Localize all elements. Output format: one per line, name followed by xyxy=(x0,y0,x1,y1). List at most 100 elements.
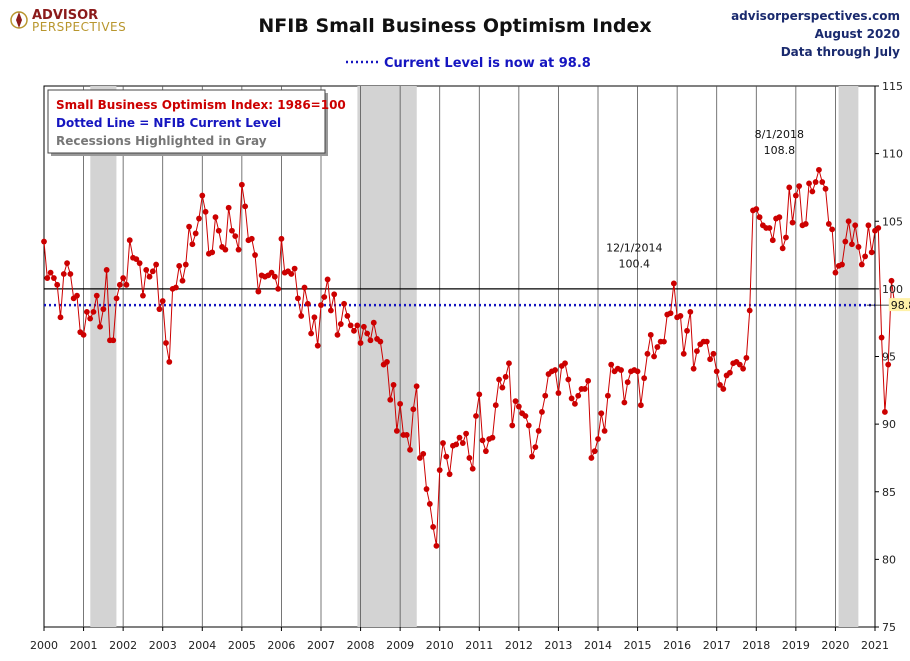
x-tick-label-2013: 2013 xyxy=(544,639,572,652)
data-point-183 xyxy=(644,350,651,357)
data-point-116 xyxy=(423,486,430,492)
data-point-55 xyxy=(222,246,229,253)
data-point-7 xyxy=(64,260,70,267)
x-tick-label-2007: 2007 xyxy=(307,639,335,652)
data-point-90 xyxy=(337,321,344,327)
data-point-4 xyxy=(54,281,61,288)
x-tick-label-2017: 2017 xyxy=(703,639,731,652)
data-point-97 xyxy=(360,323,367,330)
data-point-257 xyxy=(888,277,895,284)
data-point-242 xyxy=(839,261,845,268)
data-point-188 xyxy=(661,338,667,345)
data-point-12 xyxy=(80,331,87,338)
data-point-201 xyxy=(703,338,710,345)
data-point-57 xyxy=(229,227,235,234)
x-axis-ticks: 2000 2001 2002 2003 2004 2005 2006 2007 2008 2009… xyxy=(30,627,889,652)
x-tick-label-2018: 2018 xyxy=(742,639,770,652)
logo-line1: ADVISOR xyxy=(32,8,98,23)
data-point-82 xyxy=(311,314,318,321)
data-point-254 xyxy=(878,334,885,341)
data-point-221 xyxy=(769,237,776,244)
data-point-47 xyxy=(196,215,202,222)
data-point-100 xyxy=(370,319,377,326)
data-point-107 xyxy=(393,427,400,434)
data-point-72 xyxy=(278,235,285,242)
x-tick-label-2003: 2003 xyxy=(149,639,177,652)
data-point-102 xyxy=(377,338,384,345)
data-point-8 xyxy=(67,271,74,277)
legend-line1: Small Business Optimism Index: 1986=100 xyxy=(56,98,346,112)
data-point-158 xyxy=(562,360,568,367)
data-point-120 xyxy=(436,467,443,474)
data-point-181 xyxy=(637,402,644,409)
data-point-226 xyxy=(786,184,793,191)
data-point-13 xyxy=(83,308,90,315)
data-point-114 xyxy=(417,455,423,461)
data-point-190 xyxy=(667,310,674,317)
data-point-172 xyxy=(608,361,615,368)
x-tick-label-2006: 2006 xyxy=(267,639,295,652)
data-point-84 xyxy=(318,302,324,309)
data-point-246 xyxy=(852,222,859,229)
data-point-0 xyxy=(41,238,47,245)
data-point-162 xyxy=(575,392,582,399)
data-point-92 xyxy=(344,313,351,319)
recession-band-0 xyxy=(90,86,117,627)
data-point-150 xyxy=(535,427,542,434)
logo: ADVISOR PERSPECTIVES xyxy=(10,8,126,34)
x-tick-label-2016: 2016 xyxy=(663,639,691,652)
data-point-6 xyxy=(60,271,67,277)
data-point-132 xyxy=(476,391,483,398)
y-tick-label-75: 75 xyxy=(882,621,896,634)
data-point-128 xyxy=(463,430,469,437)
data-point-113 xyxy=(413,383,420,390)
current-level-label: 98.8 xyxy=(891,299,910,312)
data-point-249 xyxy=(862,253,869,260)
x-tick-label-2008: 2008 xyxy=(347,639,375,652)
data-point-198 xyxy=(694,348,700,354)
data-point-168 xyxy=(595,436,601,442)
data-point-99 xyxy=(367,337,374,344)
x-tick-label-2000: 2000 xyxy=(30,639,58,652)
data-point-37 xyxy=(163,340,169,346)
data-point-247 xyxy=(855,244,862,250)
data-point-1 xyxy=(44,275,51,281)
vertical-gridlines xyxy=(83,86,836,627)
data-point-51 xyxy=(209,249,216,256)
data-point-171 xyxy=(604,392,611,399)
data-point-142 xyxy=(509,422,516,429)
data-point-233 xyxy=(809,188,816,195)
annotation-value-1: 108.8 xyxy=(764,144,796,157)
data-point-24 xyxy=(120,275,127,281)
data-point-86 xyxy=(324,276,331,283)
data-point-148 xyxy=(529,453,535,460)
data-point-41 xyxy=(176,262,183,269)
data-point-255 xyxy=(881,409,888,415)
y-tick-label-115: 115 xyxy=(882,80,903,93)
recession-band-2 xyxy=(838,86,859,627)
x-tick-label-2004: 2004 xyxy=(188,639,216,652)
data-point-63 xyxy=(248,235,255,242)
data-point-191 xyxy=(670,280,677,287)
data-point-212 xyxy=(740,365,746,372)
data-point-29 xyxy=(136,260,143,267)
data-point-231 xyxy=(802,221,809,227)
data-point-147 xyxy=(525,422,532,429)
source-date: August 2020 xyxy=(815,27,900,41)
data-point-78 xyxy=(298,313,305,319)
data-point-248 xyxy=(858,261,865,268)
recession-band-1 xyxy=(357,86,417,627)
data-point-196 xyxy=(687,308,694,315)
data-point-176 xyxy=(621,399,628,406)
data-point-155 xyxy=(552,367,559,373)
data-point-60 xyxy=(238,181,245,188)
data-point-36 xyxy=(159,298,166,304)
data-point-42 xyxy=(179,277,186,284)
data-point-166 xyxy=(588,455,595,461)
data-point-243 xyxy=(842,238,849,245)
data-point-197 xyxy=(690,365,697,372)
data-point-236 xyxy=(819,179,826,185)
data-point-160 xyxy=(568,395,575,402)
data-point-18 xyxy=(100,306,107,313)
data-point-129 xyxy=(466,455,473,461)
